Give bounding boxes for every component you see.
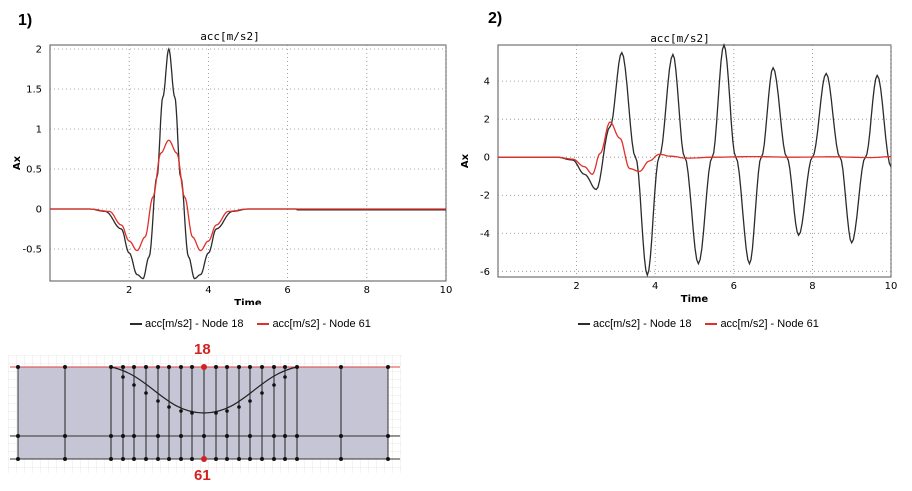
legend-label-node18: acc[m/s2] - Node 18 (593, 318, 692, 330)
mesh-nodes (16, 365, 390, 461)
y-tick-label: 0 (484, 153, 490, 164)
legend-swatch-node18 (130, 323, 142, 325)
y-tick-label: -4 (480, 229, 490, 240)
chart-2: 2 4 6 8 10 -6 -4 -2 0 2 4 Time Ax (460, 42, 898, 305)
y-tick-label: 4 (484, 77, 490, 88)
y-tick-label: 2 (36, 45, 42, 56)
legend-item-node18: acc[m/s2] - Node 18 (130, 318, 243, 330)
y-tick-label: -0.5 (22, 245, 42, 256)
node-61-label: 61 (194, 467, 211, 484)
mesh-verticals (64, 367, 342, 459)
chart-2-legend: acc[m/s2] - Node 18 acc[m/s2] - Node 61 (578, 318, 827, 330)
y-tick-label: -2 (480, 191, 490, 202)
legend-label-node61: acc[m/s2] - Node 61 (272, 318, 371, 330)
y-tick-label: 1 (36, 125, 42, 136)
y-axis-label: Ax (460, 153, 471, 168)
y-tick-label: 0 (36, 205, 42, 216)
node-18-label: 18 (194, 341, 211, 358)
legend-item-node61: acc[m/s2] - Node 61 (257, 318, 371, 330)
x-tick-label: 4 (205, 285, 211, 296)
series-line-node61 (50, 139, 446, 252)
mesh-diagram (8, 355, 402, 473)
legend-swatch-node61 (705, 323, 718, 325)
y-tick-label: 2 (484, 115, 490, 126)
x-tick-label: 6 (284, 285, 290, 296)
chart-1-title: acc[m/s2] (200, 30, 260, 43)
y-axis-label: Ax (12, 155, 23, 170)
x-tick-label: 10 (440, 285, 453, 296)
mesh-trough-curve (110, 366, 298, 414)
panel-label-2: 2) (488, 10, 503, 27)
x-axis-label: Time (681, 294, 709, 305)
x-axis-label: Time (234, 298, 262, 305)
node-18-marker (201, 364, 207, 370)
legend-swatch-node61 (257, 323, 270, 325)
plot-area (49, 44, 447, 282)
x-tick-label: 4 (652, 281, 658, 292)
legend-item-node61: acc[m/s2] - Node 61 (705, 318, 819, 330)
legend-label-node18: acc[m/s2] - Node 18 (145, 318, 244, 330)
x-tick-label: 8 (364, 285, 370, 296)
legend-item-node18: acc[m/s2] - Node 18 (578, 318, 691, 330)
y-tick-label: 1.5 (26, 85, 42, 96)
legend-swatch-node18 (578, 323, 590, 325)
y-tick-label: -6 (480, 267, 490, 278)
x-tick-label: 2 (573, 281, 579, 292)
chart-1-legend: acc[m/s2] - Node 18 acc[m/s2] - Node 61 (130, 318, 379, 330)
series-line-node18 (498, 42, 892, 278)
legend-label-node61: acc[m/s2] - Node 61 (720, 318, 819, 330)
x-tick-label: 10 (885, 281, 898, 292)
series-line-node61 (498, 121, 892, 176)
x-tick-label: 6 (731, 281, 737, 292)
panel-label-1: 1) (18, 12, 33, 29)
node-61-marker (201, 456, 207, 462)
y-tick-label: 0.5 (26, 165, 42, 176)
x-tick-label: 8 (809, 281, 815, 292)
chart-1: 2 4 6 8 10 -0.5 0 0.5 1 1.5 2 Time Ax (12, 44, 453, 305)
x-tick-label: 2 (126, 285, 132, 296)
chart-2-title: acc[m/s2] (650, 32, 710, 45)
